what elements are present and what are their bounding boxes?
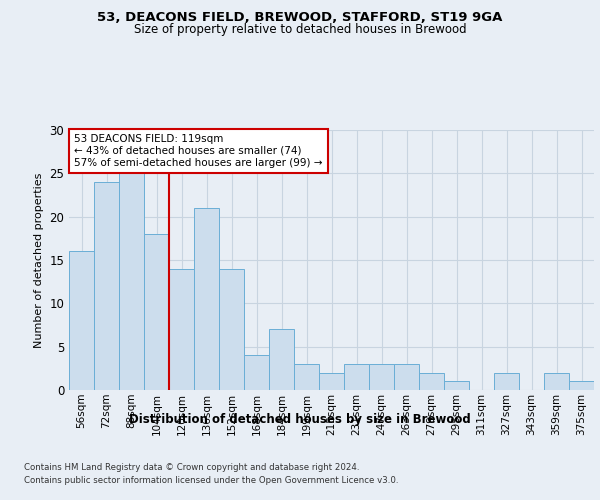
- Bar: [119, 174, 144, 390]
- Text: Contains public sector information licensed under the Open Government Licence v3: Contains public sector information licen…: [24, 476, 398, 485]
- Bar: [444, 382, 469, 390]
- Bar: [194, 208, 219, 390]
- Y-axis label: Number of detached properties: Number of detached properties: [34, 172, 44, 348]
- Bar: [294, 364, 319, 390]
- Text: Contains HM Land Registry data © Crown copyright and database right 2024.: Contains HM Land Registry data © Crown c…: [24, 462, 359, 471]
- Bar: [69, 252, 94, 390]
- Bar: [269, 330, 294, 390]
- Bar: [94, 182, 119, 390]
- Bar: [219, 268, 244, 390]
- Bar: [369, 364, 394, 390]
- Bar: [319, 372, 344, 390]
- Text: 53 DEACONS FIELD: 119sqm
← 43% of detached houses are smaller (74)
57% of semi-d: 53 DEACONS FIELD: 119sqm ← 43% of detach…: [74, 134, 323, 168]
- Bar: [544, 372, 569, 390]
- Bar: [569, 382, 594, 390]
- Bar: [494, 372, 519, 390]
- Text: Size of property relative to detached houses in Brewood: Size of property relative to detached ho…: [134, 22, 466, 36]
- Bar: [169, 268, 194, 390]
- Bar: [394, 364, 419, 390]
- Bar: [144, 234, 169, 390]
- Text: Distribution of detached houses by size in Brewood: Distribution of detached houses by size …: [129, 412, 471, 426]
- Bar: [344, 364, 369, 390]
- Bar: [244, 356, 269, 390]
- Bar: [419, 372, 444, 390]
- Text: 53, DEACONS FIELD, BREWOOD, STAFFORD, ST19 9GA: 53, DEACONS FIELD, BREWOOD, STAFFORD, ST…: [97, 11, 503, 24]
